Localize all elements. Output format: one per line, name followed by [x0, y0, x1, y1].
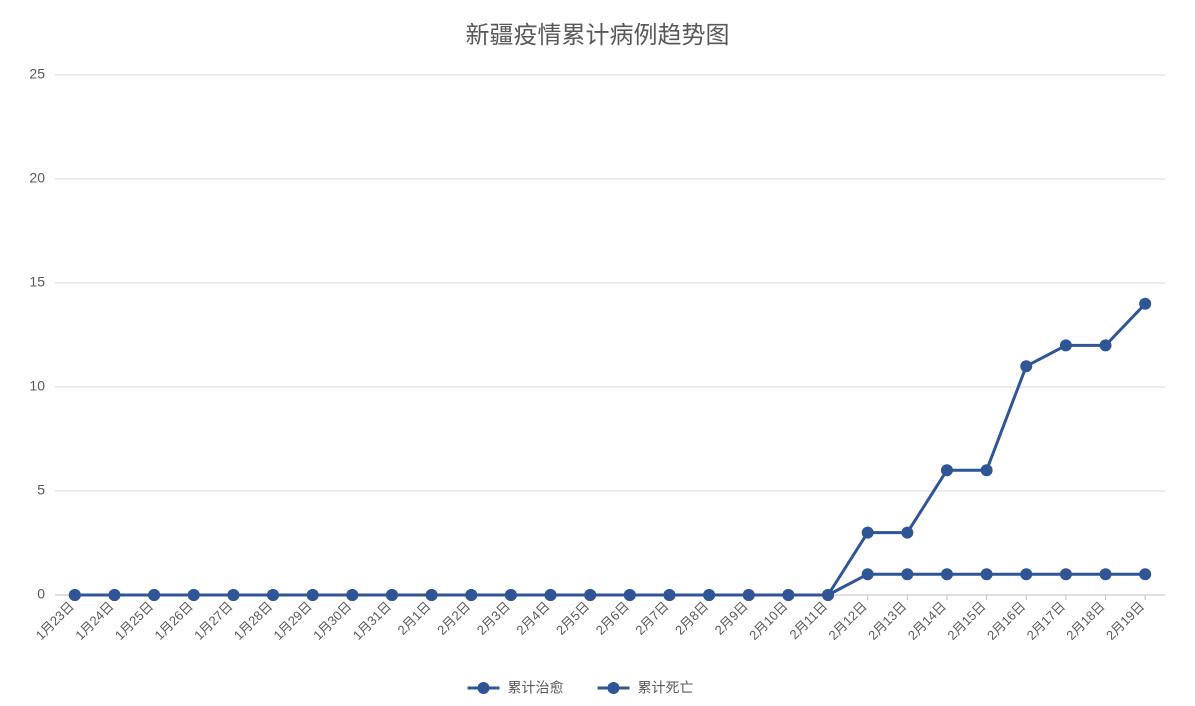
series-marker-1: [545, 589, 557, 601]
series-marker-1: [1020, 568, 1032, 580]
series-marker-0: [1020, 360, 1032, 372]
x-tick-label: 2月17日: [1024, 599, 1068, 643]
x-tick-label: 2月8日: [672, 599, 711, 638]
x-tick-label: 1月23日: [33, 599, 77, 643]
legend-marker-icon: [608, 682, 620, 694]
x-tick-label: 2月18日: [1063, 599, 1107, 643]
x-tick-label: 2月3日: [474, 599, 513, 638]
series-line-0: [75, 304, 1145, 595]
series-marker-1: [1060, 568, 1072, 580]
x-tick-label: 2月6日: [593, 599, 632, 638]
series-marker-1: [743, 589, 755, 601]
series-marker-1: [426, 589, 438, 601]
series-marker-1: [227, 589, 239, 601]
series-marker-1: [584, 589, 596, 601]
x-tick-label: 2月11日: [787, 599, 831, 643]
series-marker-0: [1060, 339, 1072, 351]
series-marker-1: [108, 589, 120, 601]
series-marker-1: [69, 589, 81, 601]
x-tick-label: 2月4日: [513, 599, 552, 638]
series-marker-1: [307, 589, 319, 601]
x-tick-label: 1月29日: [270, 599, 314, 643]
legend-marker-icon: [478, 682, 490, 694]
series-marker-1: [624, 589, 636, 601]
x-tick-label: 2月16日: [984, 599, 1028, 643]
series-marker-1: [188, 589, 200, 601]
series-marker-1: [901, 568, 913, 580]
series-marker-1: [941, 568, 953, 580]
legend-label: 累计治愈: [508, 680, 564, 696]
x-tick-label: 1月31日: [350, 599, 394, 643]
x-tick-label: 2月7日: [632, 599, 671, 638]
y-tick-label: 15: [29, 274, 45, 290]
series-marker-1: [663, 589, 675, 601]
series-marker-1: [981, 568, 993, 580]
series-marker-1: [465, 589, 477, 601]
series-marker-0: [862, 527, 874, 539]
series-marker-1: [1100, 568, 1112, 580]
chart-title: 新疆疫情累计病例趋势图: [0, 15, 1195, 50]
series-marker-1: [703, 589, 715, 601]
y-tick-label: 0: [37, 586, 45, 602]
legend-label: 累计死亡: [638, 680, 694, 696]
y-tick-label: 5: [37, 482, 45, 498]
series-marker-0: [1100, 339, 1112, 351]
y-tick-label: 20: [29, 170, 45, 186]
x-tick-label: 1月24日: [72, 599, 116, 643]
series-marker-1: [1139, 568, 1151, 580]
x-tick-label: 1月28日: [231, 599, 275, 643]
series-marker-1: [148, 589, 160, 601]
series-marker-1: [862, 568, 874, 580]
x-tick-label: 2月15日: [944, 599, 988, 643]
x-tick-label: 2月10日: [746, 599, 790, 643]
x-tick-label: 2月19日: [1103, 599, 1147, 643]
series-marker-1: [267, 589, 279, 601]
y-tick-label: 25: [29, 66, 45, 82]
x-tick-label: 2月9日: [712, 599, 751, 638]
x-tick-label: 2月1日: [395, 599, 434, 638]
y-tick-label: 10: [29, 378, 45, 394]
x-tick-label: 1月30日: [310, 599, 354, 643]
x-tick-label: 2月2日: [434, 599, 473, 638]
series-marker-0: [941, 464, 953, 476]
x-tick-label: 1月25日: [112, 599, 156, 643]
x-tick-label: 1月26日: [152, 599, 196, 643]
chart-container: 新疆疫情累计病例趋势图 05101520251月23日1月24日1月25日1月2…: [0, 0, 1195, 706]
series-marker-1: [505, 589, 517, 601]
series-marker-0: [981, 464, 993, 476]
x-tick-label: 2月13日: [865, 599, 909, 643]
x-tick-label: 1月27日: [191, 599, 235, 643]
chart-svg: 0 5 10 15 20 25 1月23日1月24日1月25日1月26日1月27日1月28日…: [0, 0, 1195, 706]
series-marker-0: [901, 527, 913, 539]
series-marker-1: [782, 589, 794, 601]
legend: 累计治愈 累计死亡: [468, 680, 694, 696]
series-marker-1: [386, 589, 398, 601]
x-tick-label: 2月5日: [553, 599, 592, 638]
x-tick-label: 2月12日: [825, 599, 869, 643]
series-marker-1: [822, 589, 834, 601]
x-tick-label: 2月14日: [905, 599, 949, 643]
series-marker-1: [346, 589, 358, 601]
series-marker-0: [1139, 298, 1151, 310]
